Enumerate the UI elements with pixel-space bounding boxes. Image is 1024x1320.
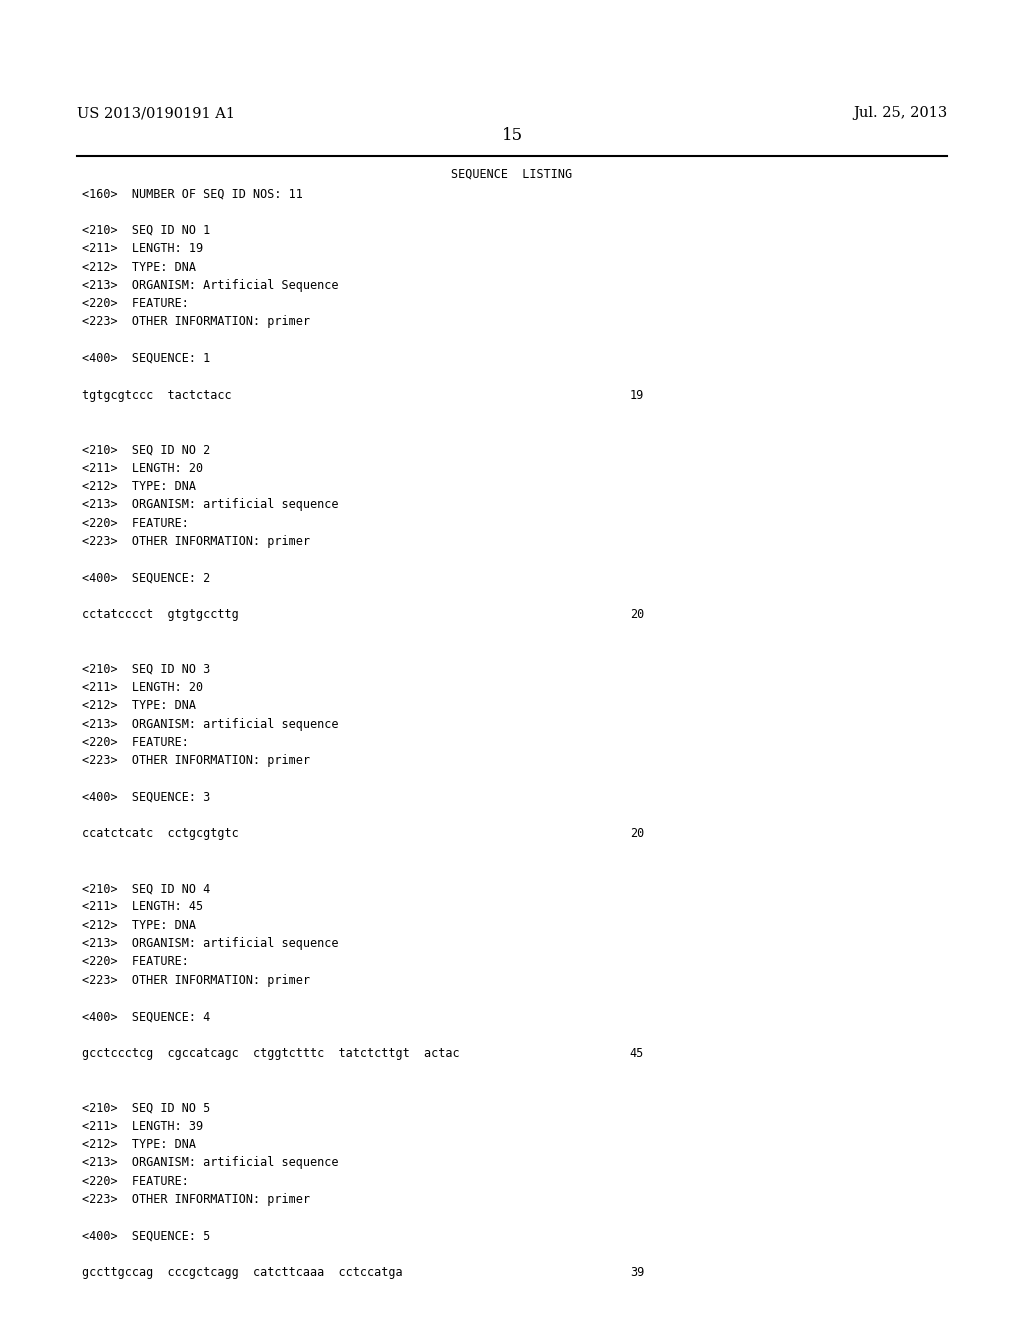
Text: <210>  SEQ ID NO 1: <210> SEQ ID NO 1 — [82, 224, 210, 238]
Text: <212>  TYPE: DNA: <212> TYPE: DNA — [82, 919, 196, 932]
Text: <211>  LENGTH: 39: <211> LENGTH: 39 — [82, 1119, 203, 1133]
Text: <211>  LENGTH: 45: <211> LENGTH: 45 — [82, 900, 203, 913]
Text: 19: 19 — [630, 388, 644, 401]
Text: <213>  ORGANISM: artificial sequence: <213> ORGANISM: artificial sequence — [82, 1156, 338, 1170]
Text: <220>  FEATURE:: <220> FEATURE: — [82, 516, 188, 529]
Text: <212>  TYPE: DNA: <212> TYPE: DNA — [82, 1138, 196, 1151]
Text: <223>  OTHER INFORMATION: primer: <223> OTHER INFORMATION: primer — [82, 1193, 310, 1206]
Text: <400>  SEQUENCE: 5: <400> SEQUENCE: 5 — [82, 1229, 210, 1242]
Text: <220>  FEATURE:: <220> FEATURE: — [82, 1175, 188, 1188]
Text: 20: 20 — [630, 609, 644, 620]
Text: <160>  NUMBER OF SEQ ID NOS: 11: <160> NUMBER OF SEQ ID NOS: 11 — [82, 187, 303, 201]
Text: <211>  LENGTH: 20: <211> LENGTH: 20 — [82, 462, 203, 475]
Text: <223>  OTHER INFORMATION: primer: <223> OTHER INFORMATION: primer — [82, 754, 310, 767]
Text: <223>  OTHER INFORMATION: primer: <223> OTHER INFORMATION: primer — [82, 974, 310, 986]
Text: Jul. 25, 2013: Jul. 25, 2013 — [853, 107, 947, 120]
Text: cctatcccct  gtgtgccttg: cctatcccct gtgtgccttg — [82, 609, 239, 620]
Text: <223>  OTHER INFORMATION: primer: <223> OTHER INFORMATION: primer — [82, 315, 310, 329]
Text: <211>  LENGTH: 20: <211> LENGTH: 20 — [82, 681, 203, 694]
Text: gccttgccag  cccgctcagg  catcttcaaa  cctccatga: gccttgccag cccgctcagg catcttcaaa cctccat… — [82, 1266, 402, 1279]
Text: <400>  SEQUENCE: 3: <400> SEQUENCE: 3 — [82, 791, 210, 804]
Text: <220>  FEATURE:: <220> FEATURE: — [82, 737, 188, 748]
Text: tgtgcgtccc  tactctacc: tgtgcgtccc tactctacc — [82, 388, 231, 401]
Text: <212>  TYPE: DNA: <212> TYPE: DNA — [82, 260, 196, 273]
Text: SEQUENCE  LISTING: SEQUENCE LISTING — [452, 168, 572, 181]
Text: <400>  SEQUENCE: 1: <400> SEQUENCE: 1 — [82, 352, 210, 364]
Text: <213>  ORGANISM: Artificial Sequence: <213> ORGANISM: Artificial Sequence — [82, 279, 338, 292]
Text: <223>  OTHER INFORMATION: primer: <223> OTHER INFORMATION: primer — [82, 535, 310, 548]
Text: <210>  SEQ ID NO 2: <210> SEQ ID NO 2 — [82, 444, 210, 457]
Text: <213>  ORGANISM: artificial sequence: <213> ORGANISM: artificial sequence — [82, 498, 338, 511]
Text: <212>  TYPE: DNA: <212> TYPE: DNA — [82, 700, 196, 713]
Text: <220>  FEATURE:: <220> FEATURE: — [82, 297, 188, 310]
Text: <210>  SEQ ID NO 5: <210> SEQ ID NO 5 — [82, 1102, 210, 1114]
Text: <213>  ORGANISM: artificial sequence: <213> ORGANISM: artificial sequence — [82, 937, 338, 950]
Text: <213>  ORGANISM: artificial sequence: <213> ORGANISM: artificial sequence — [82, 718, 338, 730]
Text: 20: 20 — [630, 828, 644, 841]
Text: gcctccctcg  cgccatcagc  ctggtctttc  tatctcttgt  actac: gcctccctcg cgccatcagc ctggtctttc tatctct… — [82, 1047, 460, 1060]
Text: 45: 45 — [630, 1047, 644, 1060]
Text: 15: 15 — [502, 128, 522, 144]
Text: <210>  SEQ ID NO 4: <210> SEQ ID NO 4 — [82, 882, 210, 895]
Text: <220>  FEATURE:: <220> FEATURE: — [82, 956, 188, 969]
Text: <210>  SEQ ID NO 3: <210> SEQ ID NO 3 — [82, 663, 210, 676]
Text: 39: 39 — [630, 1266, 644, 1279]
Text: <211>  LENGTH: 19: <211> LENGTH: 19 — [82, 243, 203, 255]
Text: US 2013/0190191 A1: US 2013/0190191 A1 — [77, 107, 234, 120]
Text: ccatctcatc  cctgcgtgtc: ccatctcatc cctgcgtgtc — [82, 828, 239, 841]
Text: <400>  SEQUENCE: 2: <400> SEQUENCE: 2 — [82, 572, 210, 585]
Text: <212>  TYPE: DNA: <212> TYPE: DNA — [82, 480, 196, 492]
Text: <400>  SEQUENCE: 4: <400> SEQUENCE: 4 — [82, 1010, 210, 1023]
